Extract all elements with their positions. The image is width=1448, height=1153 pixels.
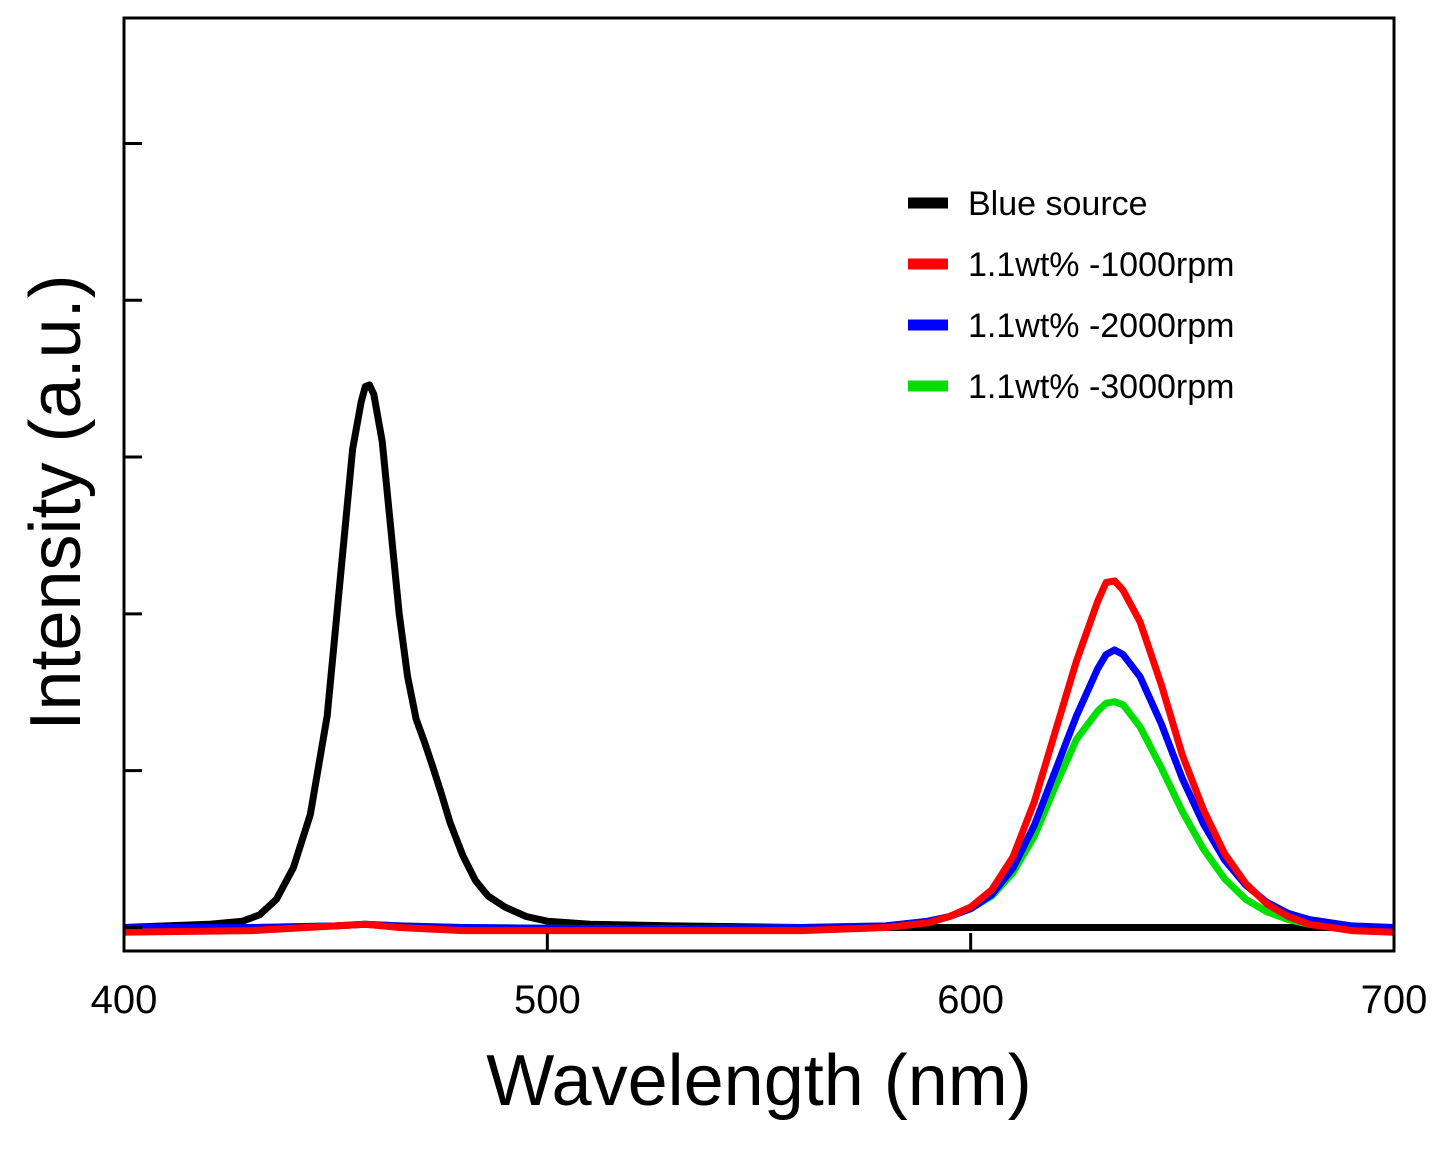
legend-entry: 1.1wt% -2000rpm bbox=[908, 307, 1234, 345]
legend-label: 1.1wt% -3000rpm bbox=[968, 368, 1234, 406]
x-tick-label: 400 bbox=[91, 978, 158, 1022]
legend-entry: 1.1wt% -1000rpm bbox=[908, 246, 1234, 284]
x-tick-label: 500 bbox=[514, 978, 581, 1022]
legend-entry: Blue source bbox=[908, 185, 1148, 223]
y-axis-title: Intensity (a.u.) bbox=[16, 274, 96, 730]
legend: Blue source 1.1wt% -1000rpm 1.1wt% -2000rp… bbox=[908, 185, 1234, 406]
series-layer bbox=[124, 381, 1394, 936]
legend-entry: 1.1wt% -3000rpm bbox=[908, 368, 1234, 406]
x-tick-label: 600 bbox=[937, 978, 1004, 1022]
plot-frame bbox=[122, 16, 1396, 953]
legend-label: 1.1wt% -1000rpm bbox=[968, 246, 1234, 284]
x-axis-title: Wavelength (nm) bbox=[486, 1041, 1032, 1121]
series-line-2 bbox=[124, 577, 1394, 936]
series-line-1 bbox=[124, 381, 1394, 931]
legend-label: 1.1wt% -2000rpm bbox=[968, 307, 1234, 345]
legend-label: Blue source bbox=[968, 185, 1148, 223]
ticks-layer: 400 500 600 700 bbox=[91, 141, 1428, 1022]
x-tick-label: 700 bbox=[1361, 978, 1428, 1022]
